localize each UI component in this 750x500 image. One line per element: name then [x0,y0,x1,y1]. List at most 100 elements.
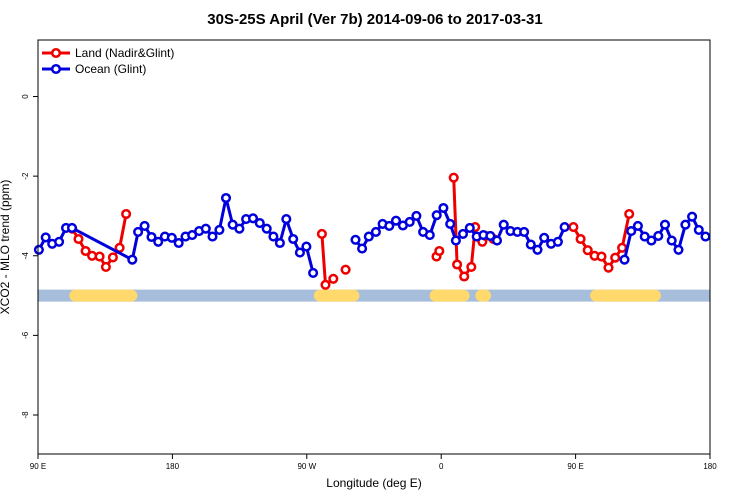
data-point [575,233,586,245]
data-point [153,236,164,247]
data-point [559,222,570,233]
data-point [173,237,184,249]
data-point [139,220,150,231]
data-point [294,247,305,258]
data-point [146,231,157,243]
data-point [288,233,299,245]
x-tick-label: 180 [166,462,180,471]
x-tick-label: 0 [439,462,444,471]
data-point [552,236,563,247]
data-point [539,232,550,243]
data-point [214,224,225,235]
x-tick-label: 90 W [297,462,316,471]
data-point [40,232,51,243]
data-point [445,218,456,229]
legend-marker-ocean [50,63,62,75]
legend-label-land: Land (Nadir&Glint) [75,46,174,60]
chart-title: 30S-25S April (Ver 7b) 2014-09-06 to 201… [207,11,542,28]
series-land [67,172,635,290]
data-point [411,210,422,221]
data-point [610,252,621,263]
data-point [33,244,44,255]
data-point [166,232,177,243]
data-point [626,226,637,237]
data-point [220,192,232,204]
data-point [308,267,319,278]
y-tick-label: 0 [21,94,30,99]
data-point [281,214,292,225]
data-point [268,231,279,242]
data-point [568,222,579,233]
data-point [431,210,442,221]
series-ocean [33,192,711,278]
data-point [434,245,445,257]
data-point [525,239,536,250]
data-point [384,220,395,231]
data-point [603,262,614,273]
data-point [320,279,331,290]
data-point [350,234,361,245]
data-point [370,226,381,237]
data-point [673,244,684,255]
x-axis-label: Longitude (deg E) [326,476,421,490]
data-point [247,213,259,224]
data-point [624,208,635,220]
x-tick-label: 90 E [567,462,583,471]
data-point [464,222,475,233]
data-point [254,218,265,229]
data-point [328,273,339,284]
data-point [66,222,78,233]
data-point [700,231,711,242]
data-point [363,231,374,242]
data-point [80,245,91,257]
data-point [424,230,435,241]
data-point [438,202,449,214]
data-point [261,223,272,234]
data-point [459,271,470,282]
data-point [632,220,643,231]
data-point [94,251,105,262]
y-tick-label: -8 [21,411,30,419]
data-point [596,251,607,262]
data-point [452,259,463,270]
y-tick-label: -2 [21,172,30,180]
data-point [519,226,530,237]
data-point [619,254,630,265]
data-point [666,235,677,246]
data-point [491,235,503,246]
data-point [646,235,657,246]
data-point [532,244,543,255]
data-point [448,172,459,183]
data-point [485,230,496,241]
legend: Land (Nadir&Glint) Ocean (Glint) [42,46,174,76]
data-point [466,261,477,272]
data-point [680,219,691,230]
x-tick-label: 90 E [30,462,46,471]
plot-frame [37,39,711,455]
data-point [207,231,218,242]
x-tick-label: 180 [703,462,717,471]
data-point [450,235,461,246]
data-point [200,223,211,234]
data-point [653,230,664,241]
data-point [73,233,84,245]
data-point [133,226,144,237]
data-point [693,224,704,235]
data-point [457,228,469,239]
data-point [234,223,245,234]
data-point [659,219,671,230]
legend-marker-land [50,47,62,59]
data-point [687,211,698,222]
data-point [357,243,368,254]
data-point [100,261,111,272]
data-point [340,264,351,275]
data-point [121,208,132,220]
data-point [107,252,118,263]
data-point [274,237,285,249]
data-point [316,228,327,239]
y-axis: 0 -2 -4 -6 -8 [21,94,38,419]
data-point [498,219,509,230]
data-point [617,242,628,253]
data-point [390,215,402,226]
